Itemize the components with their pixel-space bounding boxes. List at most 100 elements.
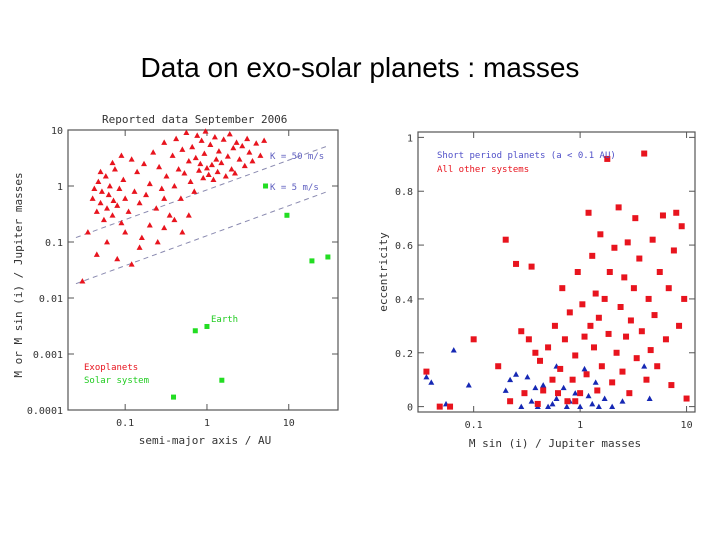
left-point-red [197,160,204,167]
right-point-red [605,330,612,337]
left-point-red [222,173,229,179]
right-point-blue [577,403,584,410]
left-point-red [128,261,135,267]
left-point-red [207,141,214,147]
right-point-red [595,314,602,321]
left-point-red [89,195,96,201]
legend-solar-system: Solar system [84,376,149,386]
right-point-blue [524,374,531,380]
left-y-tick-label: 1 [57,182,63,193]
right-point-red [641,150,648,157]
left-point-red [122,195,129,201]
right-point-blue [553,395,560,401]
left-point-red [177,195,184,201]
line-label-k50: K = 50 m/s [270,152,324,162]
right-point-red [566,309,573,316]
right-point-red [606,269,613,275]
right-point-blue [549,400,556,407]
left-point-red [110,197,117,203]
left-point-red [154,239,161,245]
right-point-red [577,390,584,397]
left-point-red [118,152,125,158]
right-point-red [551,322,558,329]
left-point-red [179,146,186,152]
right-point-red [521,390,528,397]
right-point-red [528,263,535,270]
left-point-red [233,139,240,145]
left-point-red [192,154,199,161]
left-point-red [261,137,268,143]
left-point-red [95,178,102,184]
right-point-red [423,368,430,375]
legend-short-period: Short period planets (a < 0.1 AU) [437,151,616,161]
right-point-red [611,244,618,251]
left-point-red [218,159,225,166]
right-x-tick-label: 1 [577,420,583,431]
right-point-red [665,285,672,292]
right-point-red [638,328,645,335]
right-point-red [594,387,601,394]
left-point-red [169,152,176,158]
right-point-red [623,333,630,340]
left-point-red [120,176,127,183]
left-point-red [244,135,251,142]
left-point-green [325,254,331,260]
right-point-red [583,371,590,378]
right-point-red [537,357,544,364]
right-point-blue [619,398,626,404]
right-point-blue [595,403,602,410]
right-point-blue [540,382,547,388]
chart-left-ylabel: M or M sin (i) / Jupiter masses [12,172,25,377]
left-point-red [161,139,168,145]
right-point-red [585,209,592,216]
left-point-red [104,205,111,211]
right-point-blue [532,384,539,391]
left-point-red [98,188,105,194]
right-point-red [604,155,611,162]
left-point-green [309,258,315,264]
left-point-red [201,150,208,156]
left-point-red [131,188,138,194]
left-y-tick-label: 0.001 [33,350,63,361]
right-point-blue [545,403,552,410]
left-point-red [114,255,121,262]
left-x-tick-label: 1 [204,418,210,429]
right-point-red [615,204,622,211]
left-point-red [220,136,227,142]
right-point-red [436,403,443,410]
left-point-red [253,140,260,146]
left-point-red [91,185,98,191]
right-point-blue [609,403,616,410]
left-point-red [246,149,253,155]
right-point-red [590,344,597,351]
right-point-red [619,368,626,375]
left-point-red [185,212,192,218]
left-point-red [210,176,217,183]
left-point-red [158,185,165,191]
right-point-red [579,301,586,308]
left-point-red [231,170,238,176]
right-point-blue [528,398,535,404]
chart-left-frame [67,129,339,411]
right-point-red [534,400,541,407]
left-point-red [163,173,170,179]
right-point-red [572,352,579,359]
right-point-blue [572,390,579,396]
left-point-red [189,143,196,150]
left-point-red [146,180,153,187]
right-point-red [645,295,652,302]
right-point-red [557,365,564,372]
left-point-red [171,183,178,189]
right-point-red [447,403,454,410]
left-x-tick-label: 10 [283,418,295,429]
right-point-red [617,304,624,310]
right-x-tick-label: 10 [681,420,693,431]
right-point-red [470,336,477,343]
right-point-red [676,322,683,329]
left-point-red [141,160,148,167]
right-point-red [581,333,588,340]
left-point-red [84,229,91,235]
right-point-red [647,347,654,354]
right-point-red [502,236,509,243]
